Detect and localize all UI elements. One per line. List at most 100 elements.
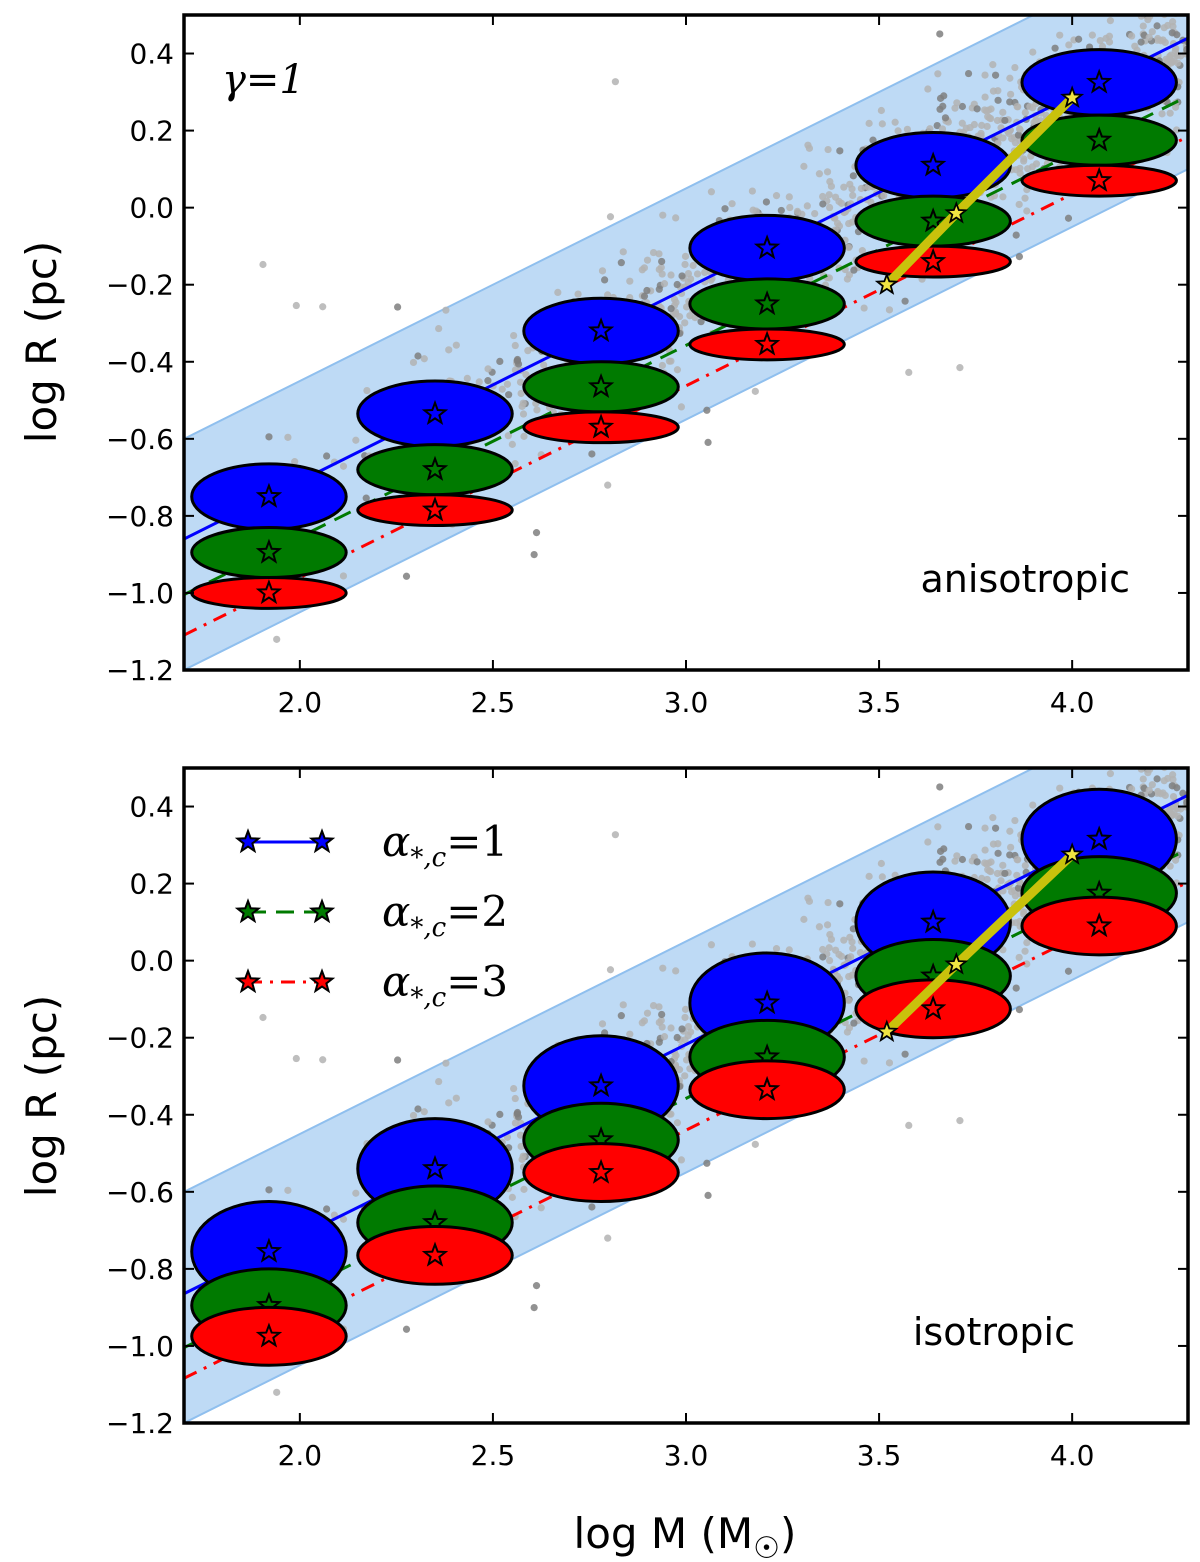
- top-observed-cluster-point: [994, 96, 1002, 104]
- top-observed-cluster-point: [510, 331, 518, 340]
- top-observed-cluster-point: [601, 276, 609, 284]
- top-observed-cluster-point: [519, 410, 528, 418]
- top-observed-cluster-point: [588, 450, 596, 458]
- top-observed-cluster-point: [1153, 22, 1161, 30]
- bottom-observed-cluster-point: [993, 869, 1002, 878]
- top-observed-cluster-point: [362, 494, 370, 502]
- bottom-observed-cluster-point: [850, 1019, 858, 1027]
- top-ytick-label: 0.0: [129, 192, 174, 225]
- top-observed-cluster-point: [658, 257, 666, 266]
- top-series-1-star-icon: [1085, 68, 1113, 94]
- top-series-1-fit-line: [184, 36, 1188, 541]
- bottom-observed-cluster-point: [991, 824, 1000, 832]
- legend-label-2: α*,c=2: [382, 887, 508, 943]
- bottom-observed-cluster-point: [815, 923, 823, 931]
- bottom-observed-cluster-point: [983, 875, 991, 884]
- bottom-observed-cluster-point: [704, 1191, 712, 1199]
- top-series-1-star-icon: [421, 399, 449, 426]
- top-observed-cluster-point: [1168, 57, 1176, 66]
- top-observed-cluster-point: [804, 141, 812, 149]
- bottom-observed-cluster-point: [878, 873, 886, 881]
- bottom-observed-cluster-point: [1147, 737, 1154, 744]
- bottom-observed-cluster-point: [827, 935, 836, 943]
- bottom-observed-cluster-point: [510, 1084, 518, 1093]
- top-observed-cluster-point: [958, 102, 967, 111]
- top-observed-cluster-point: [901, 297, 909, 305]
- legend-star-icon: [308, 828, 336, 854]
- top-observed-cluster-point: [869, 136, 877, 144]
- bottom-observed-cluster-point: [1020, 908, 1028, 916]
- legend: α*,c=1 α*,c=2 α*,c=3: [234, 817, 508, 1013]
- bottom-observed-cluster-point: [1015, 953, 1023, 962]
- top-observed-cluster-point: [532, 529, 541, 537]
- top-observed-cluster-point: [1006, 98, 1014, 106]
- top-observed-cluster-point: [673, 280, 681, 289]
- bottom-observed-cluster-point: [856, 948, 865, 957]
- bottom-ytick-label: −0.4: [106, 1099, 174, 1132]
- top-series-2-star-icon: [255, 538, 283, 564]
- top-observed-cluster-point: [394, 303, 402, 311]
- bottom-observed-cluster-point: [751, 1140, 759, 1148]
- bottom-observed-cluster-point: [496, 1110, 504, 1119]
- bottom-observed-cluster-point: [1057, 753, 1064, 760]
- top-observed-cluster-point: [956, 364, 964, 372]
- bottom-observed-cluster-point: [1023, 960, 1031, 968]
- top-observed-cluster-point: [936, 30, 944, 38]
- bottom-observed-cluster-point: [672, 967, 680, 975]
- top-observed-cluster-point: [1015, 125, 1024, 133]
- top-observed-cluster-point: [518, 402, 526, 410]
- top-observed-cluster-point: [1056, 31, 1064, 39]
- top-observed-cluster-point: [800, 162, 808, 170]
- top-observed-cluster-point: [659, 211, 667, 219]
- bottom-observed-cluster-point: [452, 1094, 460, 1102]
- bottom-observed-cluster-point: [848, 938, 856, 946]
- top-series-2-star-icon: [587, 372, 615, 399]
- top-series-2-star-icon: [753, 290, 781, 316]
- bottom-series-1-star-icon: [1085, 825, 1113, 851]
- bottom-observed-cluster-point: [800, 915, 808, 923]
- top-observed-cluster-point: [604, 481, 612, 489]
- bottom-observed-cluster-point: [1168, 752, 1175, 759]
- top-observed-cluster-point: [530, 550, 538, 559]
- top-observed-cluster-point: [835, 222, 844, 230]
- bottom-observed-cluster-point: [1169, 771, 1177, 779]
- top-series-2-star-icon: [421, 455, 449, 481]
- bottom-observed-cluster-point: [1132, 756, 1139, 763]
- top-observed-cluster-point: [793, 207, 802, 216]
- bottom-observed-cluster-point: [981, 846, 989, 854]
- top-observed-cluster-point: [672, 214, 680, 222]
- bottom-observed-cluster-point: [1180, 732, 1187, 739]
- bottom-ytick-label: −0.8: [106, 1253, 174, 1286]
- bottom-ytick-label: 0.4: [129, 791, 174, 824]
- bottom-plot-area: [184, 732, 1188, 1423]
- bottom-series-1-star-icon: [753, 989, 781, 1015]
- top-observed-cluster-point: [894, 127, 902, 135]
- top-observed-cluster-point: [1013, 102, 1021, 111]
- gamma-annotation: γ=1: [222, 57, 305, 103]
- top-xtick-label: 3.0: [664, 686, 709, 719]
- top-observed-cluster-point: [640, 292, 649, 300]
- top-xtick-label: 2.5: [471, 686, 516, 719]
- top-observed-cluster-point: [903, 125, 912, 133]
- bottom-observed-cluster-point: [619, 1001, 627, 1009]
- bottom-observed-cluster-point: [1161, 755, 1168, 762]
- bottom-observed-cluster-point: [414, 1105, 422, 1113]
- bottom-observed-cluster-point: [520, 1185, 528, 1193]
- bottom-observed-cluster-point: [924, 838, 932, 846]
- bottom-observed-cluster-point: [804, 894, 812, 902]
- top-observed-cluster-point: [643, 286, 651, 295]
- top-observed-cluster-point: [667, 357, 675, 365]
- bottom-observed-cluster-point: [956, 1117, 964, 1125]
- bottom-observed-cluster-point: [785, 946, 793, 954]
- legend-star-icon: [234, 828, 262, 854]
- bottom-observed-cluster-point: [989, 814, 997, 822]
- top-observed-cluster-point: [475, 378, 483, 386]
- top-observed-cluster-point: [1015, 200, 1023, 209]
- bottom-observed-cluster-point: [673, 1033, 681, 1042]
- top-observed-cluster-point: [667, 271, 675, 279]
- top-observed-cluster-point: [520, 432, 528, 440]
- top-evolution-star-icon: [944, 200, 969, 224]
- bottom-ylabel: log R (pc): [17, 995, 66, 1197]
- top-observed-cluster-point: [670, 295, 679, 303]
- top-ytick-label: −0.8: [106, 500, 174, 533]
